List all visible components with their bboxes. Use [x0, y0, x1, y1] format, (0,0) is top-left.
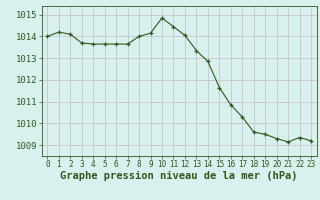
X-axis label: Graphe pression niveau de la mer (hPa): Graphe pression niveau de la mer (hPa): [60, 171, 298, 181]
